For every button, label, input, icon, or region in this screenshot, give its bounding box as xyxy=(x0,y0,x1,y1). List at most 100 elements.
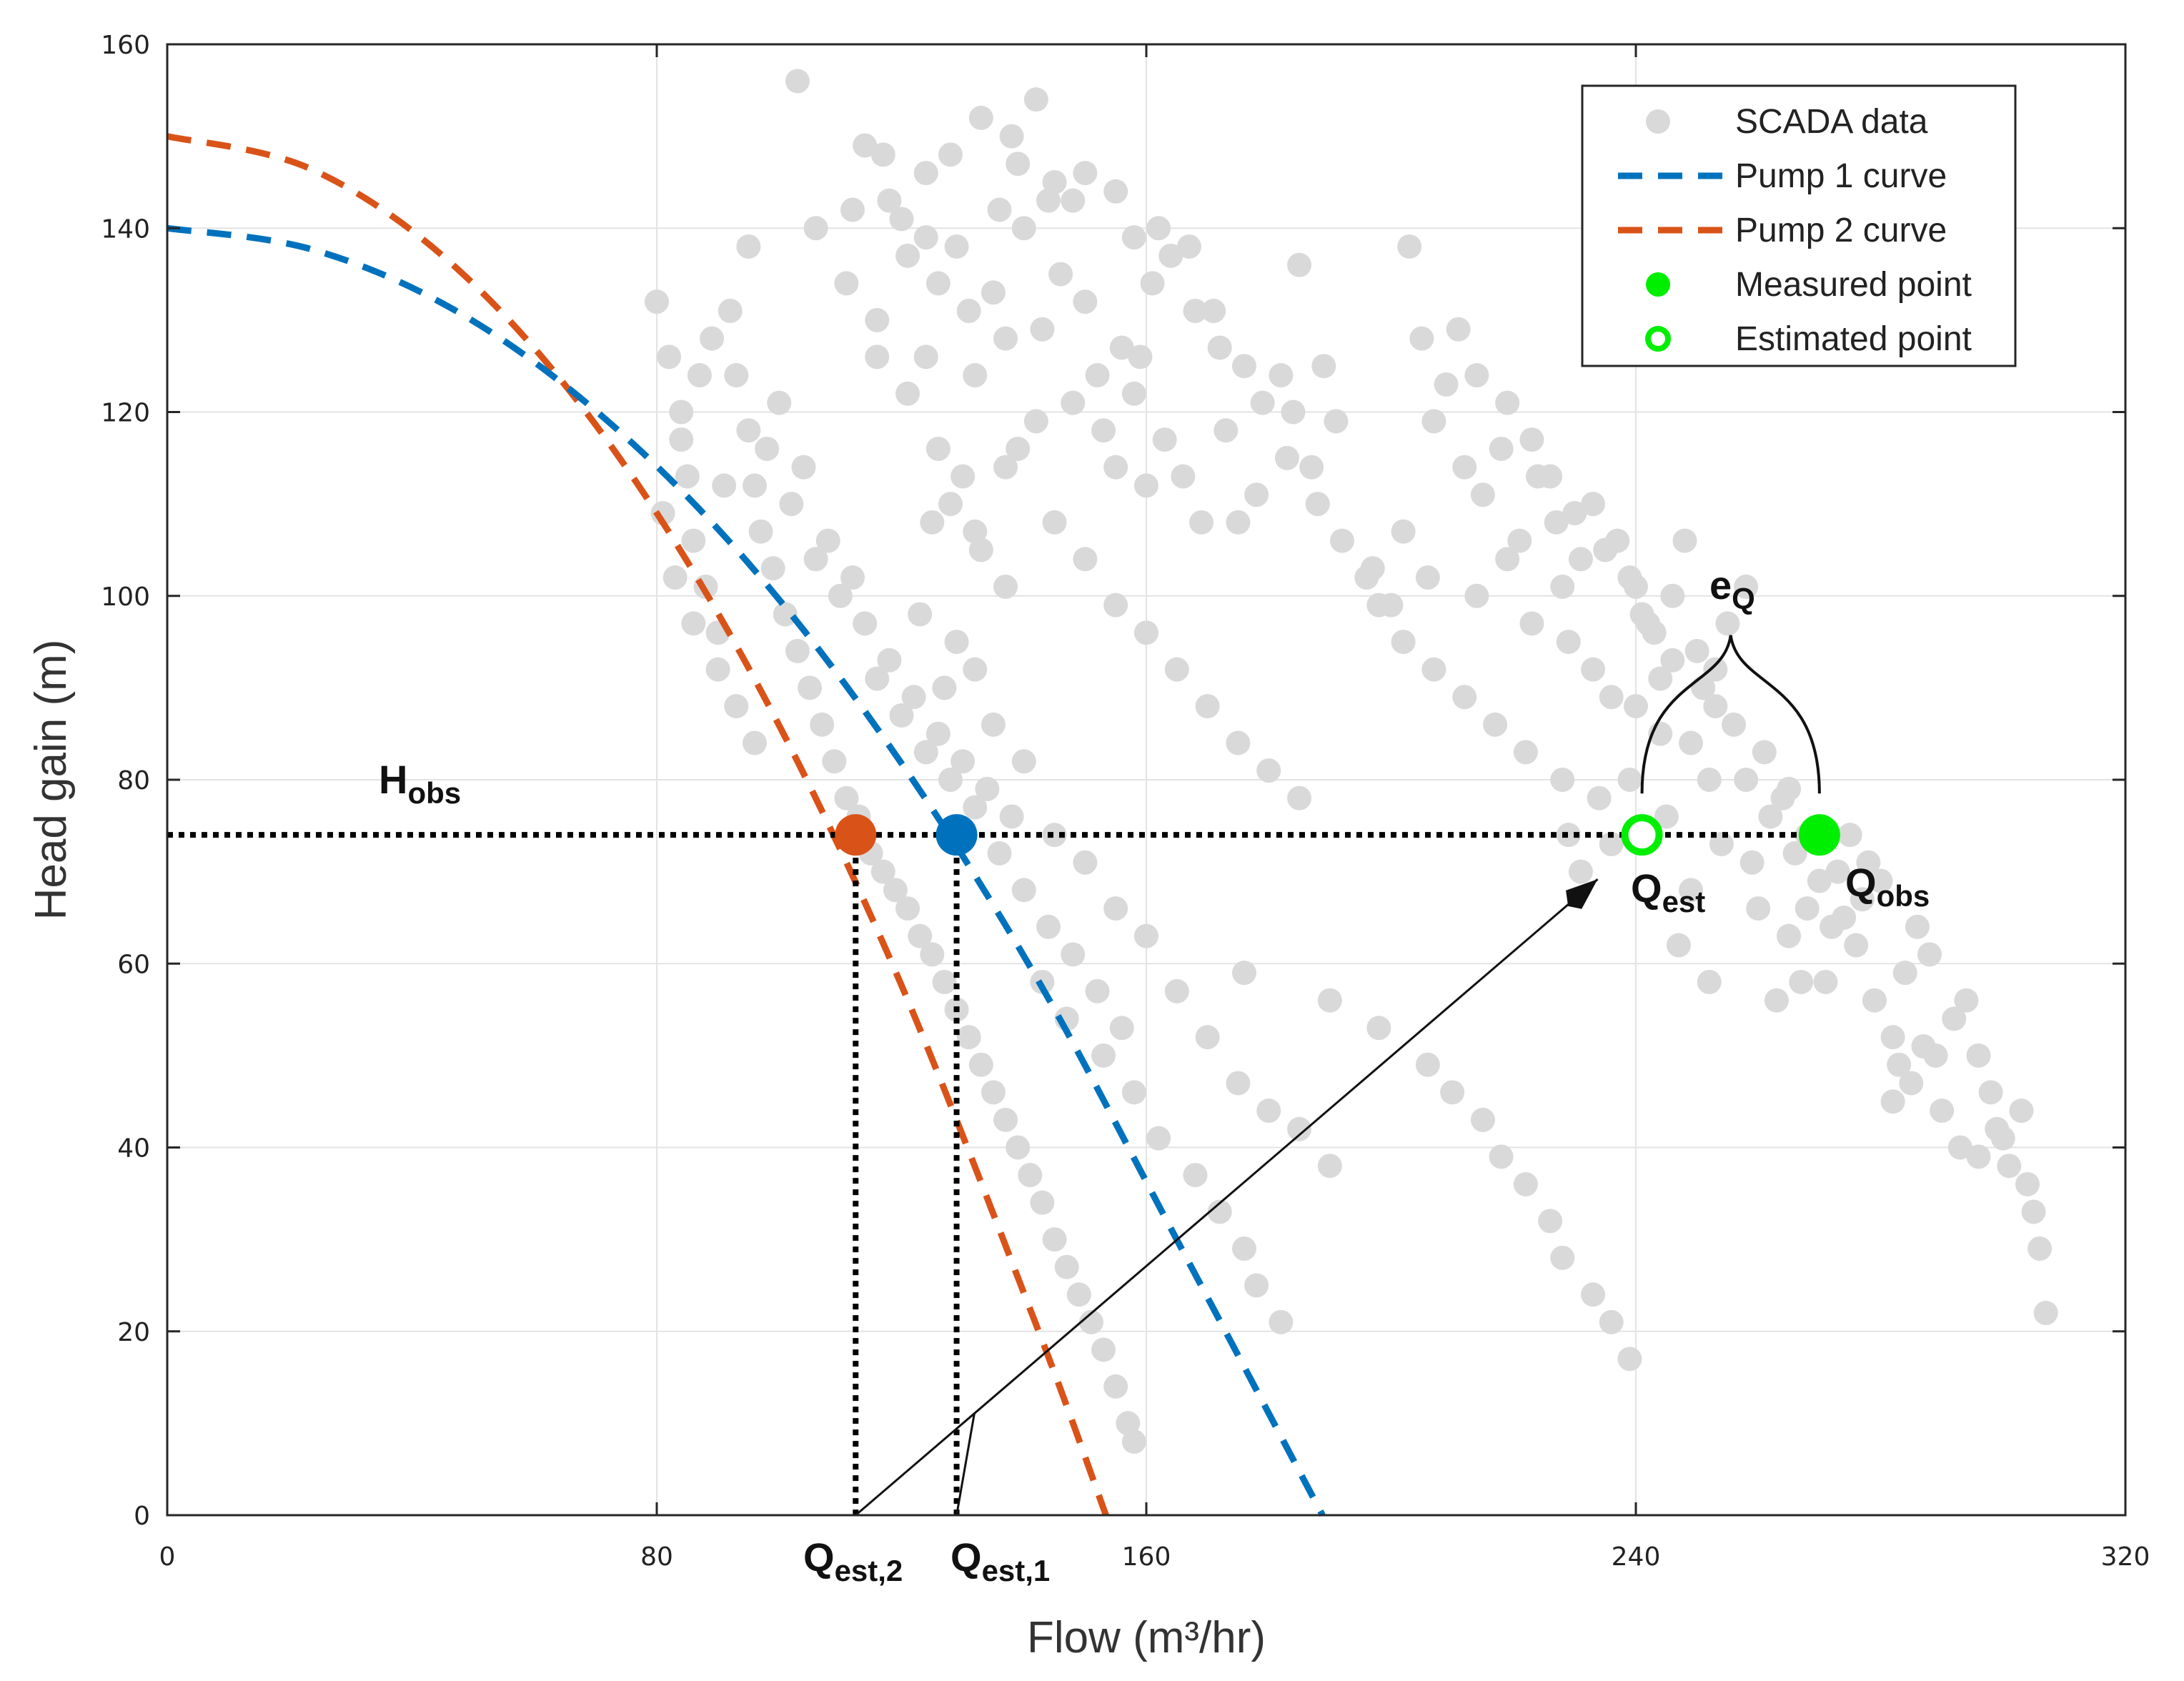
scada-point xyxy=(1305,492,1330,517)
scada-point xyxy=(1421,657,1446,682)
scada-point xyxy=(1183,299,1208,324)
scada-point xyxy=(657,344,682,370)
scada-point xyxy=(1274,445,1299,470)
scada-point xyxy=(2009,1099,2034,1124)
scada-point xyxy=(1103,896,1128,921)
scada-point xyxy=(1073,161,1098,186)
scada-point xyxy=(1581,492,1606,517)
scada-point xyxy=(1397,234,1422,259)
y-tick-label: 120 xyxy=(101,399,150,428)
scada-point xyxy=(963,363,988,388)
svg-text:Qobs: Qobs xyxy=(1845,860,1930,913)
scada-point xyxy=(1281,400,1306,425)
scada-point xyxy=(1232,354,1256,379)
scada-point xyxy=(1489,1144,1514,1169)
scada-point xyxy=(736,234,761,259)
scada-point xyxy=(767,390,792,415)
scada-point xyxy=(785,638,810,663)
x-tick-label: 240 xyxy=(1612,1542,1661,1572)
scada-point xyxy=(1556,630,1581,655)
scada-point xyxy=(1244,482,1269,507)
scada-point xyxy=(956,299,981,324)
scada-point xyxy=(1880,1089,1905,1114)
scada-point xyxy=(920,510,945,535)
scada-point xyxy=(803,216,828,241)
scada-point xyxy=(1213,418,1239,443)
scada-point xyxy=(1954,988,1979,1013)
scada-point xyxy=(1746,896,1771,921)
scada-point xyxy=(963,795,988,820)
scada-point xyxy=(1121,1080,1146,1105)
scada-point xyxy=(650,500,675,525)
scada-point xyxy=(1164,978,1189,1003)
scada-point xyxy=(1109,1016,1134,1041)
scada-point xyxy=(1446,317,1471,342)
scada-point xyxy=(1795,896,1820,921)
x-tick-label: 80 xyxy=(640,1542,673,1572)
scada-point xyxy=(993,574,1018,599)
q-est1-sub: est,1 xyxy=(982,1554,1051,1587)
scada-point xyxy=(1593,537,1618,562)
scada-point xyxy=(1703,657,1728,682)
svg-text:Qest,2: Qest,2 xyxy=(803,1534,903,1587)
scada-point xyxy=(669,400,694,425)
scada-point xyxy=(1538,464,1563,489)
scada-point xyxy=(1966,1043,1991,1068)
scada-point xyxy=(1697,768,1722,792)
x-tick-label: 0 xyxy=(159,1542,176,1572)
scada-point xyxy=(1121,225,1146,250)
scada-point xyxy=(932,675,957,700)
scada-point xyxy=(1287,1116,1312,1141)
legend-marker-measured xyxy=(1646,272,1670,297)
annotation-h-obs: Hobs xyxy=(379,757,461,810)
scada-point xyxy=(853,611,878,636)
scada-point xyxy=(1011,878,1036,903)
scada-point xyxy=(913,740,938,765)
scada-point xyxy=(1550,768,1575,792)
scada-point xyxy=(1722,712,1746,737)
scada-point xyxy=(1189,510,1214,535)
scada-point xyxy=(1923,1043,1948,1068)
scada-point xyxy=(1648,666,1673,691)
scada-point xyxy=(895,381,920,406)
scada-point xyxy=(1917,942,1942,967)
y-tick-label: 160 xyxy=(101,31,150,60)
scada-point xyxy=(724,363,749,388)
scada-point xyxy=(1011,216,1036,241)
scada-point xyxy=(883,878,908,903)
scada-point xyxy=(1807,868,1832,893)
scada-point xyxy=(865,344,890,370)
scada-point xyxy=(1116,1411,1141,1436)
scada-point xyxy=(1158,243,1183,268)
q-obs-main: Q xyxy=(1845,860,1877,905)
scada-point xyxy=(828,583,853,608)
scada-point xyxy=(1121,1429,1146,1454)
scada-point xyxy=(1073,850,1098,875)
e-q-main: e xyxy=(1709,562,1732,608)
scada-point xyxy=(687,363,712,388)
scada-point xyxy=(1311,354,1336,379)
scada-point xyxy=(1813,969,1838,994)
scada-point xyxy=(645,289,669,314)
scada-point xyxy=(1942,1006,1967,1031)
scada-point xyxy=(1782,840,1807,866)
scada-point xyxy=(981,1080,1006,1105)
scada-point xyxy=(840,565,865,590)
scada-point xyxy=(1171,464,1196,489)
scada-point xyxy=(993,1107,1018,1132)
scada-point xyxy=(2033,1301,2058,1326)
scada-point xyxy=(1495,390,1520,415)
y-tick-label: 40 xyxy=(117,1134,150,1164)
scada-point xyxy=(1434,372,1459,397)
scada-point xyxy=(1023,409,1048,434)
scada-point xyxy=(1844,933,1869,958)
key-points xyxy=(835,814,1840,856)
scada-point xyxy=(950,464,976,489)
scada-point xyxy=(1666,933,1691,958)
scada-point xyxy=(1226,510,1251,535)
scada-point xyxy=(1880,1025,1905,1050)
scada-point xyxy=(865,666,890,691)
scada-point xyxy=(1018,1163,1043,1188)
q-est-sub: est xyxy=(1662,885,1706,918)
scada-point xyxy=(1930,1099,1955,1124)
